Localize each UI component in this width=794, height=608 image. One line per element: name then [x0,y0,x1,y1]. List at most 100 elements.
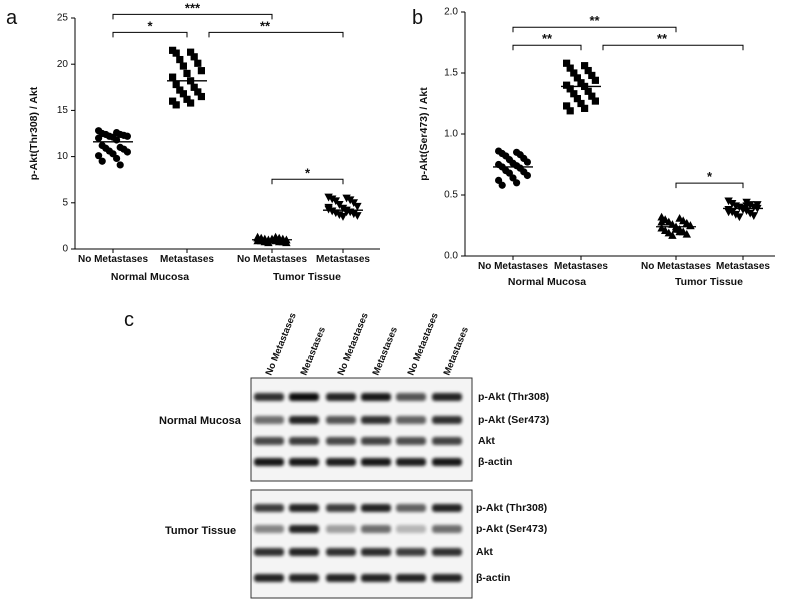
band-label: β-actin [478,456,512,468]
y-tick-label: 1.5 [444,68,458,79]
blot-band [361,458,391,466]
blot-band [432,458,462,466]
dot [194,88,202,96]
blot-band [361,525,391,533]
blot-band [254,574,284,582]
dot [338,213,348,221]
group-label: Normal Mucosa [111,271,189,283]
blot-band [396,458,426,466]
dot [197,92,205,101]
dot [675,227,684,236]
blot-band [361,548,391,556]
dot [498,181,506,189]
blot-band [289,437,319,445]
dot [176,86,184,94]
significance-bracket [208,31,344,38]
significance-bracket [112,13,273,20]
group-label: Tumor Tissue [273,271,341,283]
dot [749,212,758,220]
significance-bracket [112,31,188,38]
x-tick-label: No Metastases [478,261,548,272]
blot-band [289,416,319,424]
x-tick-label: Metastases [160,254,214,265]
blot-band [254,548,284,556]
dot [566,64,574,72]
dot [172,101,180,109]
dot [577,99,585,108]
dot [581,104,589,112]
significance-label: * [305,165,311,180]
panel-letter: c [124,309,134,331]
section-label: Normal Mucosa [159,415,242,427]
dot [169,97,177,105]
band-label: Akt [476,546,493,558]
dot [591,97,599,105]
blot-band [326,525,356,533]
blot-band [396,416,426,424]
x-tick-label: No Metastases [237,254,307,265]
dot [577,79,585,87]
dot [98,157,106,165]
blot-band [361,437,391,445]
blot-band [289,458,319,466]
y-tick-label: 15 [57,105,69,116]
dot [724,208,733,217]
band-label: Akt [478,435,495,447]
blot-band [254,504,284,512]
dot [123,132,131,140]
blot-band [432,574,462,582]
band-label: p-Akt (Ser473) [478,414,549,426]
y-tick-label: 10 [57,151,69,162]
significance-bracket [271,178,344,185]
dot [113,136,121,144]
dot [591,76,599,84]
dot [573,95,581,103]
dot [187,48,195,56]
dot [172,80,180,89]
dot [197,67,205,75]
blot-band [361,416,391,424]
dot [570,69,578,77]
dot [563,102,571,110]
significance-bracket [512,26,677,33]
y-tick-label: 25 [57,13,69,24]
dot [584,66,592,75]
dot [353,202,362,211]
blot-band [326,416,356,424]
dot [584,87,592,95]
dot [194,59,202,67]
blot-band [432,504,462,512]
dot [183,95,191,103]
blot-band [396,548,426,556]
significance-bracket [675,182,744,189]
dot [183,69,191,78]
dot [346,196,355,205]
blot-band [254,437,284,445]
section-label: Tumor Tissue [165,525,236,537]
dot [523,171,532,180]
blot-band [396,525,426,533]
significance-label: * [707,169,713,184]
dot [588,71,596,80]
dot [179,62,187,70]
dot [95,134,103,142]
dot [523,158,532,166]
band-label: p-Akt (Thr308) [476,502,547,514]
blot-band [326,437,356,445]
dot [753,201,762,209]
panel-letter: a [6,7,18,29]
dot [123,148,131,156]
y-tick-label: 2.0 [444,7,458,18]
dot [172,49,180,57]
dot [179,90,187,98]
dot [176,55,184,64]
dot [95,152,103,160]
dot [731,210,740,219]
blot-band [361,393,391,401]
dot [682,229,691,238]
dot [566,107,574,115]
group-label: Normal Mucosa [508,276,586,288]
blot-band [289,525,319,533]
band-label: p-Akt (Thr308) [478,391,549,403]
dot [742,202,751,211]
